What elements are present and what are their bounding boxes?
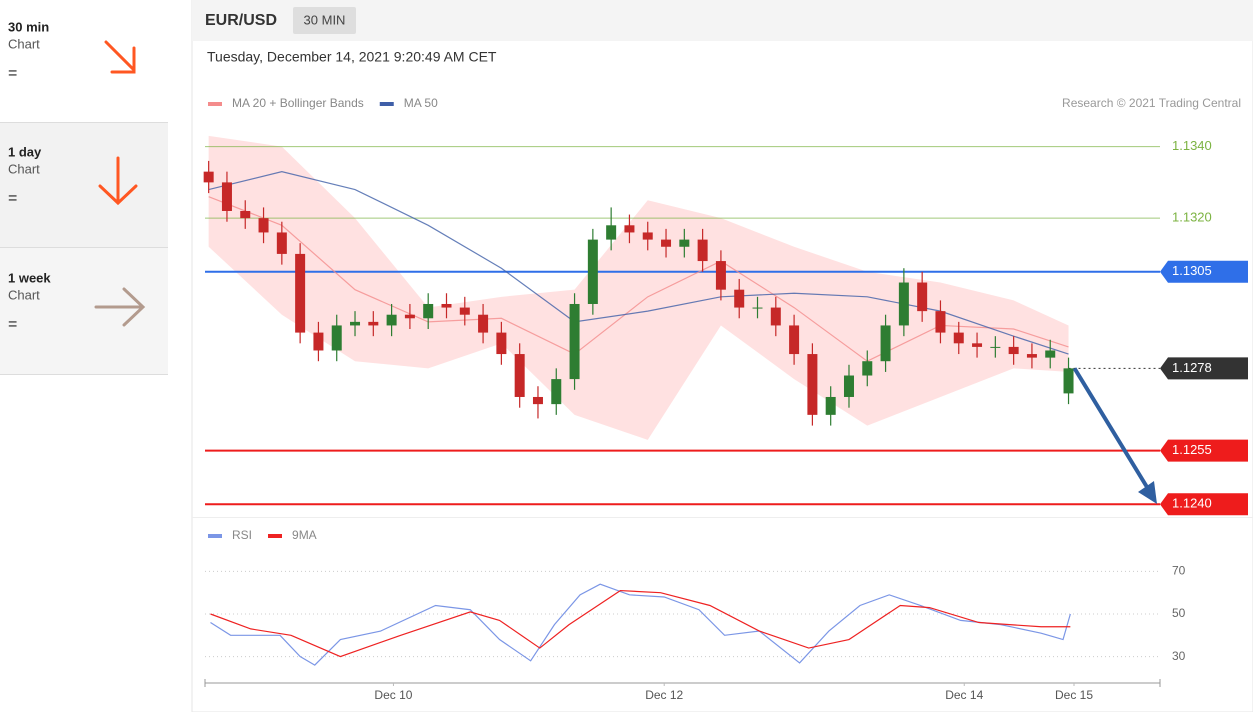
period: 30 min: [8, 19, 49, 34]
candle-body: [917, 282, 928, 312]
candle-body: [441, 303, 452, 308]
interval-badge[interactable]: [293, 7, 356, 34]
candle-body: [642, 232, 653, 240]
candle-body: [1008, 346, 1019, 355]
level-tag: [1160, 357, 1248, 380]
label: Chart: [8, 287, 40, 302]
candle-body: [221, 182, 232, 211]
level-tag: [1160, 493, 1248, 516]
legend-label: MA 20 + Bollinger Bands: [232, 96, 364, 110]
candle-body: [825, 396, 836, 415]
period: 1 day: [8, 144, 42, 159]
candle-body: [789, 325, 800, 355]
icon-arrow-down: [98, 156, 138, 206]
candle-body: [368, 321, 379, 326]
candle-body: [1063, 368, 1074, 394]
y-tick-label: 70: [1172, 564, 1186, 578]
credit: Research © 2021 Trading Central: [1062, 96, 1241, 110]
icon-arrow-right: [94, 287, 146, 327]
candle-body: [697, 239, 708, 262]
candle-body: [990, 346, 1001, 348]
forecast-arrow: [1072, 367, 1152, 494]
date-time: Tuesday, December 14, 2021 9:20:49 AM CE…: [207, 49, 497, 65]
card[interactable]: [0, 0, 168, 122]
candle-body: [350, 321, 361, 326]
candle-body: [514, 354, 525, 397]
candle-body: [496, 332, 507, 355]
candle-body: [715, 261, 726, 290]
header-bar: [192, 0, 1253, 41]
x-tick-label: Dec 10: [374, 688, 412, 702]
y-tick-label: 30: [1172, 649, 1186, 663]
candle-body: [459, 307, 470, 315]
level-label: 1.1255: [1172, 442, 1212, 457]
level-tag: [1160, 439, 1248, 462]
y-tick-label: 50: [1172, 606, 1186, 620]
candle-body: [569, 303, 580, 380]
candle-body: [1026, 354, 1037, 358]
period: 1 week: [8, 270, 51, 285]
legend-label: MA 50: [404, 96, 438, 110]
candle-body: [606, 225, 617, 240]
signal: =: [8, 190, 17, 207]
candle-body: [880, 325, 891, 362]
candle-body: [752, 307, 763, 309]
line-0: [210, 583, 1071, 666]
candle-body: [386, 314, 397, 326]
candle-body: [240, 210, 251, 219]
level-label: 1.1320: [1172, 210, 1212, 225]
candle-body: [313, 332, 324, 351]
card[interactable]: [0, 123, 168, 247]
candle-body: [1045, 350, 1056, 358]
legend-label: RSI: [232, 528, 252, 542]
candle-body: [404, 314, 415, 319]
candle-body: [807, 354, 818, 415]
candle-body: [935, 311, 946, 333]
level-label: 1.1278: [1172, 360, 1212, 375]
candle-body: [423, 303, 434, 319]
signal: =: [8, 316, 17, 333]
interval: 30 MIN: [304, 12, 346, 27]
plot-layer: 1.1340 1.1320 1.1305 1.1278 1.1255 1.1240 MA 2…: [203, 96, 1248, 702]
candle-body: [276, 232, 287, 254]
candle-body: [532, 396, 543, 405]
level-tag: [1160, 260, 1248, 283]
candle-body: [661, 239, 672, 247]
x-tick-label: Dec 14: [945, 688, 983, 702]
candle-body: [972, 343, 983, 347]
symbol: EUR/USD: [205, 12, 277, 29]
forecast-arrow-head: [1138, 481, 1157, 504]
legend-label: 9MA: [292, 528, 317, 542]
candle-body: [587, 239, 598, 304]
line-1: [210, 589, 1071, 658]
candle-body: [203, 171, 214, 183]
candle-body: [624, 225, 635, 233]
signal: =: [8, 65, 17, 82]
level-label: 1.1240: [1172, 496, 1212, 511]
bollinger-band: [208, 135, 1069, 440]
candle-body: [898, 282, 909, 326]
candle-body: [258, 218, 269, 233]
candle-body: [770, 307, 781, 326]
candle-body: [331, 325, 342, 351]
x-tick-label: Dec 12: [645, 688, 683, 702]
candle-body: [953, 332, 964, 344]
candle-body: [551, 379, 562, 405]
candle-body: [862, 361, 873, 376]
candle-body: [734, 289, 745, 308]
level-label: 1.1305: [1172, 263, 1212, 278]
x-tick-label: Dec 15: [1055, 688, 1093, 702]
candle-body: [478, 314, 489, 333]
level-label: 1.1340: [1172, 138, 1212, 153]
candle-body: [679, 239, 690, 247]
label: Chart: [8, 161, 40, 176]
label: Chart: [8, 36, 40, 51]
icon-arrow-down-right: [104, 40, 136, 74]
card[interactable]: [0, 248, 168, 374]
candle-body: [295, 253, 306, 333]
candle-body: [843, 375, 854, 397]
